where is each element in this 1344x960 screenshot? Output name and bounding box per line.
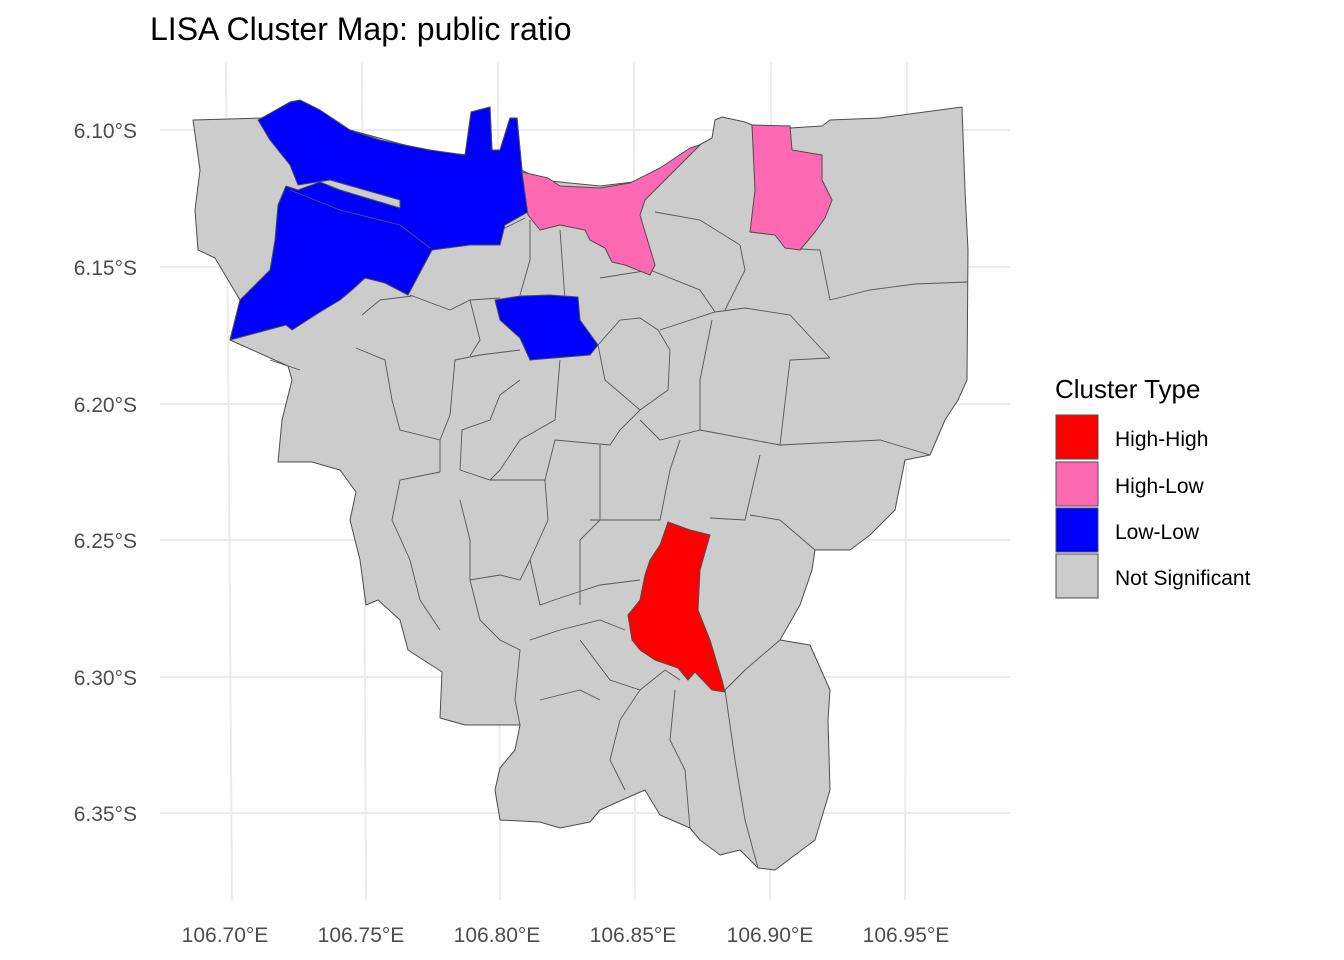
high-high-region	[627, 521, 726, 693]
legend-swatch	[1055, 414, 1099, 460]
legend-title: Cluster Type	[1055, 374, 1200, 404]
legend-label: Not Significant	[1115, 567, 1251, 590]
y-axis-labels: 6.10°S 6.15°S 6.20°S 6.25°S 6.30°S 6.35°…	[74, 120, 137, 826]
low-low-region-center	[494, 294, 599, 361]
legend-label: High-Low	[1115, 475, 1205, 498]
y-label: 6.35°S	[74, 803, 137, 826]
y-label: 6.20°S	[74, 394, 137, 417]
x-label: 106.70°E	[182, 924, 269, 947]
x-label: 106.85°E	[590, 924, 677, 947]
high-low-region-northeast	[749, 124, 833, 251]
x-axis-labels: 106.70°E 106.75°E 106.80°E 106.85°E 106.…	[182, 924, 950, 947]
legend: Cluster Type High-High High-Low Low-Low …	[1055, 374, 1251, 599]
x-label: 106.75°E	[318, 924, 405, 947]
legend-item-high-high: High-High	[1055, 414, 1208, 460]
high-high-regions	[627, 521, 726, 693]
y-label: 6.10°S	[74, 120, 137, 143]
y-label: 6.30°S	[74, 667, 137, 690]
legend-item-not-significant: Not Significant	[1055, 553, 1251, 599]
legend-label: Low-Low	[1115, 521, 1200, 544]
legend-swatch	[1055, 461, 1099, 507]
low-low-regions	[229, 99, 599, 361]
x-label: 106.90°E	[727, 924, 814, 947]
map-title: LISA Cluster Map: public ratio	[150, 11, 572, 47]
legend-swatch	[1055, 553, 1099, 599]
high-low-regions	[521, 124, 833, 276]
not-significant-regions	[192, 106, 969, 871]
x-label: 106.95°E	[863, 924, 950, 947]
jakarta-landmass	[192, 106, 969, 871]
y-label: 6.15°S	[74, 257, 137, 280]
x-label: 106.80°E	[454, 924, 541, 947]
legend-label: High-High	[1115, 428, 1208, 451]
legend-item-high-low: High-Low	[1055, 461, 1205, 507]
high-low-region-northwest	[521, 144, 701, 276]
legend-swatch	[1055, 507, 1099, 553]
y-label: 6.25°S	[74, 530, 137, 553]
legend-item-low-low: Low-Low	[1055, 507, 1200, 553]
